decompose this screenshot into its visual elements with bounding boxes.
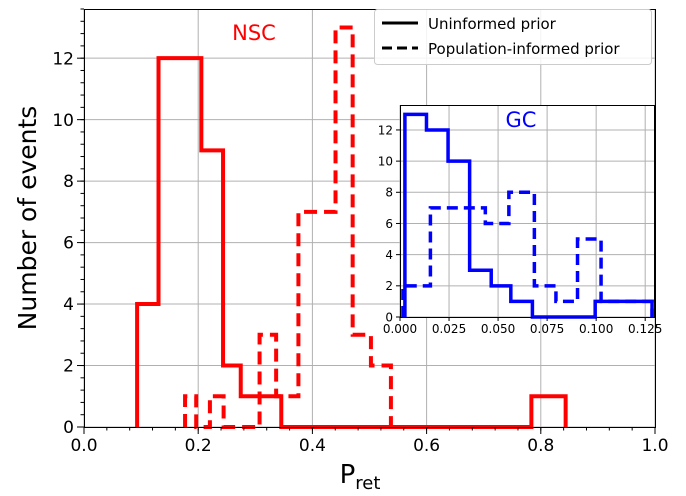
main-y-axis-label: Number of events [13,106,42,331]
population-informed-prior-histogram [401,190,654,317]
gc-annotation: GC [506,108,537,132]
y-tick-label: 8 [63,172,74,192]
y-tick-label: 6 [63,234,74,254]
main-axes-frame [84,9,656,428]
inset-series [401,112,654,319]
y-tick-label: 12 [52,49,74,69]
legend-label-uninformed: Uninformed prior [428,15,557,33]
y-tick-label: 8 [385,186,393,200]
y-tick-label: 6 [385,217,393,231]
legend-box [374,9,652,65]
uninformed-prior-histogram [403,112,654,319]
main-series [135,25,568,429]
main-x-axis-label-sub: ret [355,473,380,494]
x-tick-label: 0.0 [70,436,97,456]
x-tick-label: 0.025 [432,322,466,336]
x-tick-label: 0.050 [481,322,515,336]
inset-ticks: 0.000 0.025 0.050 0.075 0.100 0.125 0 2 4 6 8 10 12 [378,123,663,336]
main-ticks: 0.0 0.2 0.4 0.6 0.8 1.0 0 2 4 6 8 10 12 [52,8,669,456]
x-tick-label: 0.2 [185,436,212,456]
x-tick-label: 0.000 [383,322,417,336]
y-tick-label: 12 [378,123,393,137]
x-tick-label: 0.8 [527,436,554,456]
main-x-axis-label-main: P [340,460,356,490]
x-tick-label: 0.6 [413,436,440,456]
y-tick-label: 10 [378,154,393,168]
main-x-axis-label: Pret [340,460,381,494]
y-tick-label: 4 [63,295,74,315]
inset-background [400,105,655,317]
x-tick-label: 0.075 [530,322,564,336]
x-tick-label: 0.4 [299,436,326,456]
legend-label-informed: Population-informed prior [428,40,620,58]
inset-axes-frame [400,105,655,318]
population-informed-prior-histogram [183,25,393,429]
nsc-annotation: NSC [232,21,276,45]
y-tick-label: 0 [63,418,74,438]
y-tick-label: 0 [385,310,393,324]
uninformed-prior-histogram [135,56,568,429]
legend: Uninformed prior Population-informed pri… [374,9,652,65]
y-tick-label: 2 [385,279,393,293]
y-tick-label: 10 [52,111,74,131]
x-tick-label: 0.100 [579,322,613,336]
x-tick-label: 1.0 [641,436,668,456]
y-tick-label: 2 [63,357,74,377]
x-tick-label: 0.125 [628,322,662,336]
y-tick-label: 4 [385,248,393,262]
